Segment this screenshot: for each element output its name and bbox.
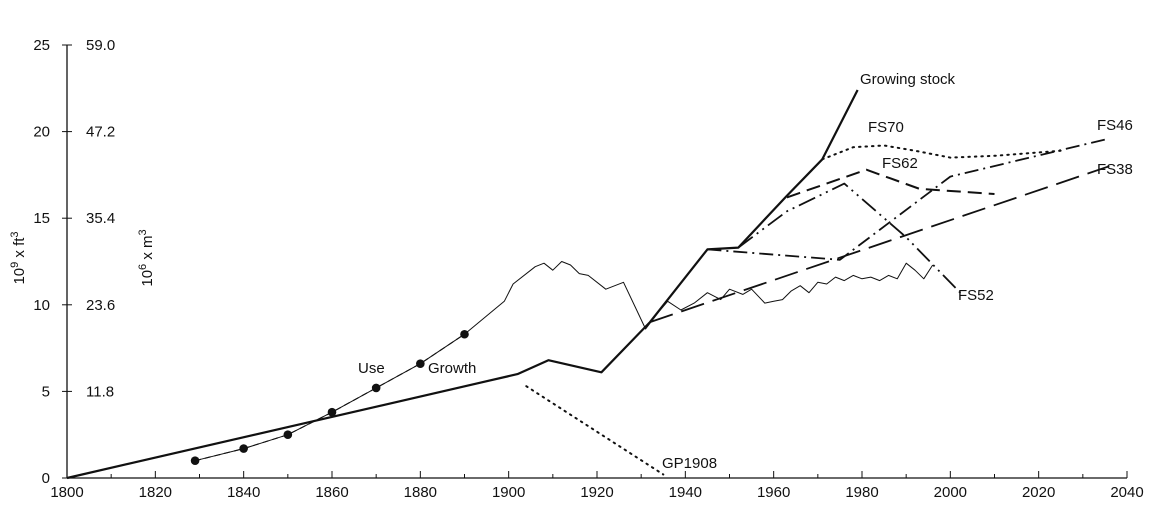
x-tick-label: 1820 (139, 484, 172, 501)
series-label-gp1908: GP1908 (662, 455, 717, 472)
y2-tick-label: 23.6 (86, 297, 115, 314)
x-tick-label: 1960 (757, 484, 790, 501)
y2-tick-label: 59.0 (86, 37, 115, 54)
y-axis-title-secondary-text: 106 x m3 (137, 229, 156, 286)
y-tick-label: 20 (33, 124, 50, 141)
series-label-use: Use (358, 360, 385, 377)
series-line-growth (194, 333, 465, 462)
x-tick-label: 1880 (404, 484, 437, 501)
data-point-growth (283, 430, 293, 440)
series-label-fs70: FS70 (868, 119, 904, 136)
x-tick-label: 1860 (315, 484, 348, 501)
y2-tick-label: 47.2 (86, 124, 115, 141)
series-line-growing-stock (66, 89, 859, 480)
x-tick-label: 2040 (1110, 484, 1143, 501)
data-point-growth (416, 359, 425, 368)
series-line-gp1908 (525, 385, 665, 476)
series-line-fs38 (649, 165, 1110, 323)
x-tick-label: 1920 (580, 484, 613, 501)
series-label-growth: Growth (428, 360, 476, 377)
y-tick-label: 25 (33, 37, 50, 54)
y-axis-title-primary: 109 x ft3 (9, 231, 28, 284)
y-tick-label: 15 (33, 210, 50, 227)
series-label-growing-stock: Growing stock (860, 71, 956, 88)
x-tick-label: 1980 (845, 484, 878, 501)
series-line-fs52 (737, 182, 965, 297)
x-tick-label: 2020 (1022, 484, 1055, 501)
data-point-growth (327, 407, 337, 417)
x-tick-label: 1840 (227, 484, 260, 501)
series-line-use (194, 261, 934, 462)
y2-tick-label: 35.4 (86, 210, 115, 227)
x-tick-label: 1900 (492, 484, 525, 501)
y-axis-title-primary-text: 109 x ft3 (9, 231, 28, 284)
y2-tick-label: 11.8 (86, 383, 114, 400)
x-tick-label: 2000 (934, 484, 967, 501)
x-tick-label: 1800 (50, 484, 83, 501)
series-line-fs62 (786, 168, 995, 199)
series-line-fs46 (707, 137, 1110, 261)
labels-layer: Growing stock Use Growth GP1908 FS70 FS62 FS52… (358, 71, 1133, 472)
y-tick-label: 0 (42, 470, 50, 487)
data-point-growth (239, 444, 248, 453)
data-point-growth (460, 329, 469, 339)
data-point-growth (371, 383, 381, 393)
axes: 1800 1820 1840 1860 1880 1900 1920 1940 1960 1980… (33, 37, 1143, 501)
series-label-fs38: FS38 (1097, 161, 1133, 178)
data-point-growth (190, 456, 200, 465)
series-label-fs46: FS46 (1097, 117, 1133, 134)
x-tick-label: 1940 (669, 484, 702, 501)
series-label-fs62: FS62 (882, 155, 918, 172)
series-label-fs52: FS52 (958, 287, 994, 304)
y-axis-title-secondary: 106 x m3 (137, 229, 156, 286)
y-tick-label: 10 (33, 297, 50, 314)
series-layer (66, 89, 1110, 480)
y-tick-label: 5 (42, 383, 50, 400)
series-line-fs70 (821, 144, 1062, 161)
